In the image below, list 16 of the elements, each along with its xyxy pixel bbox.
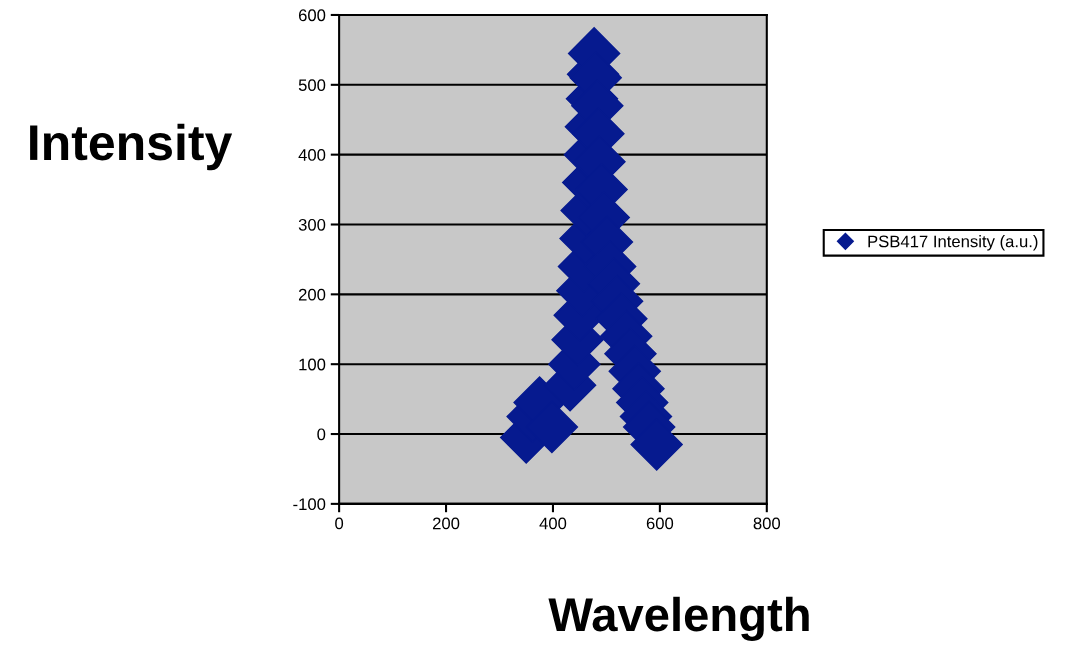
x-tick-label: 0 xyxy=(335,517,344,530)
y-tick-label: 400 xyxy=(298,149,326,161)
x-tick-label: 400 xyxy=(539,517,567,530)
y-tick-label: 600 xyxy=(298,9,326,22)
x-tick-label: 600 xyxy=(646,517,674,530)
y-tick-label: 500 xyxy=(298,79,326,92)
y-tick-label: 100 xyxy=(299,358,326,371)
y-tick-label: 300 xyxy=(298,218,326,231)
x-tick-label: 800 xyxy=(753,517,781,530)
legend-label: PSB417 Intensity (a.u.) xyxy=(868,235,1038,251)
x-axis-title: Wavelength xyxy=(548,596,809,641)
y-tick-label: -100 xyxy=(293,498,326,511)
x-tick-label: 200 xyxy=(432,517,460,530)
y-tick-label: 0 xyxy=(317,428,326,441)
y-axis-title: Intensity xyxy=(30,123,233,171)
y-tick-label: 200 xyxy=(298,288,326,301)
